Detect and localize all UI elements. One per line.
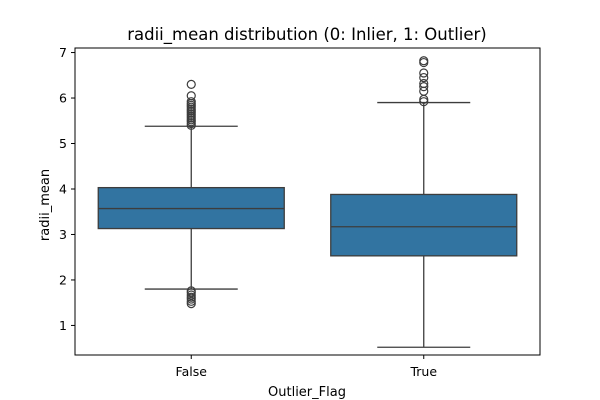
outlier-point	[186, 292, 196, 302]
y-tick-label: 1	[59, 318, 67, 333]
outlier-point	[186, 286, 196, 296]
y-axis-label: radii_mean	[38, 169, 53, 241]
y-tick-label: 6	[59, 91, 67, 106]
x-tick-label: True	[409, 364, 437, 379]
outlier-point	[186, 290, 196, 300]
outlier-point	[419, 78, 429, 89]
outlier-point	[419, 56, 429, 66]
y-tick-label: 5	[59, 136, 67, 151]
outlier-point	[186, 97, 196, 107]
y-tick-label: 4	[59, 181, 67, 196]
outlier-point	[419, 72, 429, 83]
outlier-point	[186, 79, 196, 89]
outlier-point	[186, 299, 196, 309]
x-axis-label: Outlier_Flag	[268, 385, 346, 400]
box-true	[330, 193, 518, 257]
outlier-point	[419, 97, 429, 107]
plot-frame	[74, 47, 541, 356]
outlier-point	[419, 68, 429, 78]
y-tick-label: 2	[59, 272, 67, 287]
outlier-point	[419, 82, 429, 92]
y-tick-label: 3	[59, 227, 67, 242]
outlier-point	[419, 57, 429, 68]
plot-area: 1 2 3 4 5 6 7 False True	[59, 45, 518, 379]
x-tick-label: False	[176, 364, 208, 379]
chart-title: radii_mean distribution (0: Inlier, 1: O…	[127, 25, 487, 45]
outlier-point	[186, 296, 196, 306]
outlier-point	[186, 91, 196, 101]
y-tick-label: 7	[59, 45, 67, 60]
